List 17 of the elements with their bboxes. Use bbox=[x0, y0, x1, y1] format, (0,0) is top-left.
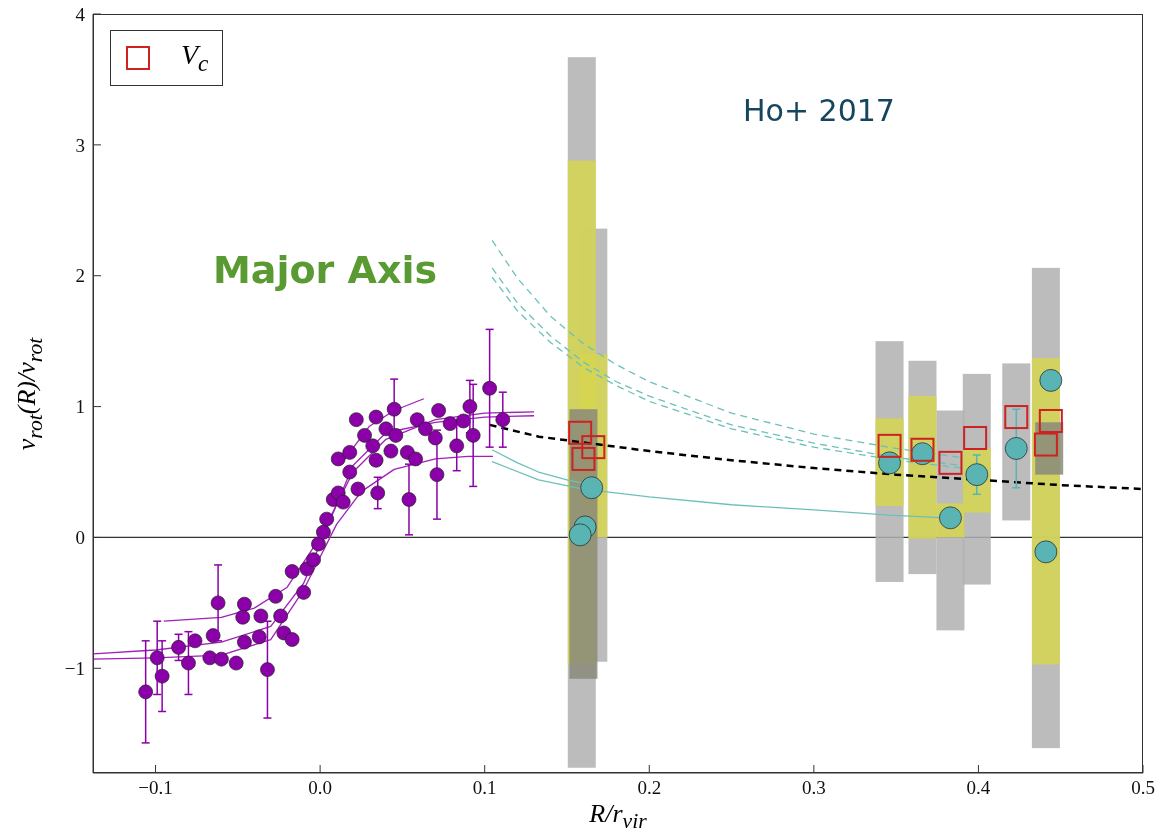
y-tick-label: 2 bbox=[75, 265, 85, 287]
y-tick-label: −1 bbox=[64, 658, 85, 680]
x-tick-label: 0.4 bbox=[966, 777, 991, 799]
x-tick-label: 0.0 bbox=[308, 777, 332, 799]
y-tick-label: 3 bbox=[75, 134, 85, 156]
x-tick-label: 0.3 bbox=[801, 777, 826, 799]
x-tick-label: 0.5 bbox=[1131, 777, 1155, 799]
legend-label: V$_{c}$ bbox=[181, 39, 209, 77]
x-tick-label: −0.1 bbox=[138, 777, 173, 799]
annotation: Ho+ 2017 bbox=[743, 93, 895, 128]
y-tick-label: 0 bbox=[75, 527, 85, 549]
x-tick-label: 0.1 bbox=[472, 777, 497, 799]
x-axis-title: R/r$_{vir}$ bbox=[588, 799, 648, 835]
x-tick-label: 0.2 bbox=[637, 777, 662, 799]
y-tick-label: 1 bbox=[75, 396, 85, 418]
y-tick-label: 4 bbox=[75, 3, 86, 25]
annotation: Major Axis bbox=[213, 248, 438, 292]
